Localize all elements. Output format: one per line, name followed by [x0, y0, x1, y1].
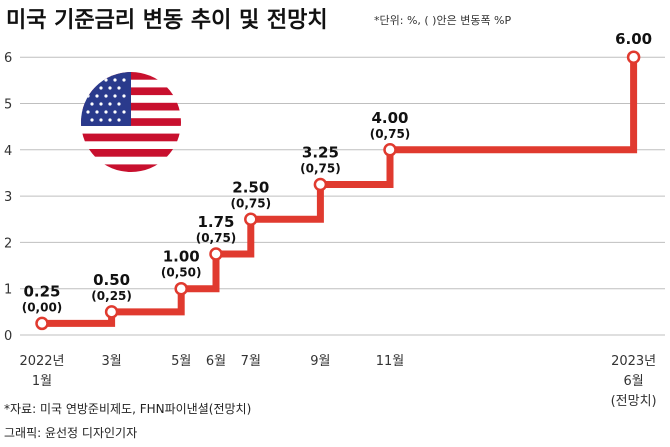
change-label: (0,00): [22, 300, 63, 314]
rate-marker: [313, 177, 328, 192]
y-tick-label: 2: [4, 236, 12, 251]
rate-marker: [209, 247, 223, 261]
rate-series: [35, 50, 641, 331]
y-tick-label: 6: [4, 51, 12, 66]
data-labels: 0.25(0,00)0.50(0,25)1.00(0,50)1.75(0,75)…: [22, 30, 652, 314]
y-tick-label: 5: [4, 98, 12, 113]
value-label: 6.00: [615, 30, 652, 48]
x-tick-label: 2022년: [19, 354, 64, 369]
graphic-credit: 그래픽: 윤선정 디자인기자: [4, 426, 137, 440]
y-tick-label: 4: [4, 144, 12, 159]
x-tick-label: 6월: [206, 354, 226, 369]
y-axis: 0 1 2 3 4 5 6: [4, 51, 12, 344]
x-tick-label: 5월: [171, 354, 191, 369]
value-label: 2.50: [232, 178, 269, 196]
value-label: 3.25: [302, 144, 339, 162]
change-label: (0,25): [91, 289, 132, 303]
rate-marker: [104, 305, 119, 319]
rate-marker: [626, 50, 641, 64]
x-tick-label: 3월: [101, 354, 121, 369]
x-tick-label: 7월: [241, 354, 261, 369]
value-label: 1.75: [197, 213, 234, 231]
x-axis: 2022년 1월 3월 5월 6월 7월 9월 11월 2023년 6월 (전망치): [19, 354, 656, 409]
y-tick-label: 1: [4, 283, 12, 298]
x-tick-label: (전망치): [611, 394, 657, 409]
change-label: (0,75): [300, 162, 341, 176]
value-label: 4.00: [371, 109, 408, 127]
source-note: *자료: 미국 연방준비제도, FHN파이낸셜(전망치): [4, 402, 251, 416]
value-label: 0.50: [93, 271, 130, 289]
chart-title: 미국 기준금리 변동 추이 및 전망치: [6, 8, 328, 33]
change-label: (0,75): [196, 231, 237, 245]
x-tick-label: 6월: [623, 374, 643, 389]
rate-marker: [174, 281, 188, 296]
change-label: (0,75): [370, 127, 411, 141]
value-label: 1.00: [163, 248, 200, 266]
rate-marker: [383, 143, 397, 157]
x-tick-label: 2023년: [611, 354, 656, 369]
x-tick-label: 1월: [32, 374, 52, 389]
change-label: (0,50): [161, 266, 202, 280]
x-tick-label: 11월: [376, 354, 405, 369]
unit-note: *단위: %, ( )안은 변동폭 %P: [374, 14, 512, 27]
y-tick-label: 3: [4, 190, 12, 205]
us-flag-icon: [81, 72, 181, 172]
change-label: (0,75): [231, 196, 272, 210]
rate-marker: [244, 212, 258, 226]
y-tick-label: 0: [4, 329, 12, 344]
rate-marker: [35, 316, 49, 331]
value-label: 0.25: [23, 282, 60, 300]
rate-step-line: [42, 57, 638, 327]
x-tick-label: 9월: [310, 354, 330, 369]
